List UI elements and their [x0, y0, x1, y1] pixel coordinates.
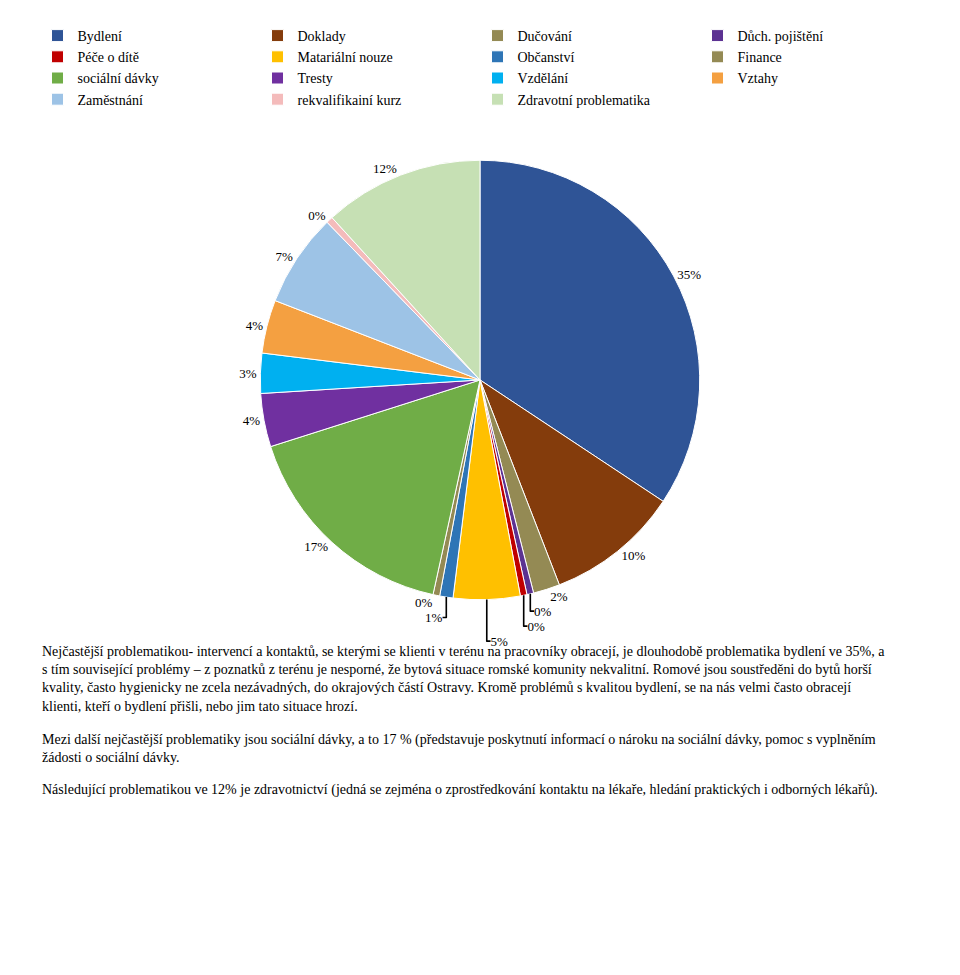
svg-text:35%: 35%: [677, 267, 701, 282]
svg-text:2%: 2%: [550, 589, 568, 604]
svg-text:Zdravotní problematika: Zdravotní problematika: [518, 93, 651, 108]
svg-text:Péče o dítě: Péče o dítě: [78, 50, 139, 65]
svg-text:Důch. pojištění: Důch. pojištění: [738, 29, 824, 44]
svg-text:Doklady: Doklady: [298, 29, 346, 44]
svg-text:Finance: Finance: [738, 50, 782, 65]
svg-text:Tresty: Tresty: [298, 71, 333, 86]
svg-text:0%: 0%: [534, 604, 552, 619]
svg-text:10%: 10%: [622, 548, 646, 563]
svg-text:Mezi další nejčastější problem: Mezi další nejčastější problematiky jsou…: [42, 732, 876, 765]
svg-text:Občanství: Občanství: [518, 50, 575, 65]
svg-text:Vzdělání: Vzdělání: [518, 71, 569, 86]
svg-text:7%: 7%: [276, 249, 294, 264]
svg-text:17%: 17%: [304, 539, 328, 554]
svg-text:5%: 5%: [491, 634, 509, 649]
svg-text:4%: 4%: [243, 413, 261, 428]
svg-text:0%: 0%: [308, 208, 326, 223]
svg-text:Bydlení: Bydlení: [78, 29, 122, 44]
svg-text:1%: 1%: [425, 610, 443, 625]
svg-text:Dučování: Dučování: [518, 29, 573, 44]
svg-text:Nejčastější problematikou- int: Nejčastější problematikou- intervencí a …: [42, 644, 885, 714]
svg-text:0%: 0%: [527, 619, 545, 634]
svg-text:rekvalifikainí kurz: rekvalifikainí kurz: [298, 93, 402, 108]
svg-text:Následující problematikou ve 1: Následující problematikou ve 12% je zdra…: [42, 782, 878, 798]
svg-text:12%: 12%: [373, 161, 397, 176]
svg-text:sociální dávky: sociální dávky: [78, 71, 159, 86]
svg-text:Matariální nouze: Matariální nouze: [298, 50, 393, 65]
svg-text:Vztahy: Vztahy: [738, 71, 778, 86]
svg-text:0%: 0%: [415, 595, 433, 610]
svg-text:3%: 3%: [239, 366, 257, 381]
svg-text:4%: 4%: [246, 318, 264, 333]
svg-text:Zaměstnání: Zaměstnání: [78, 93, 143, 108]
